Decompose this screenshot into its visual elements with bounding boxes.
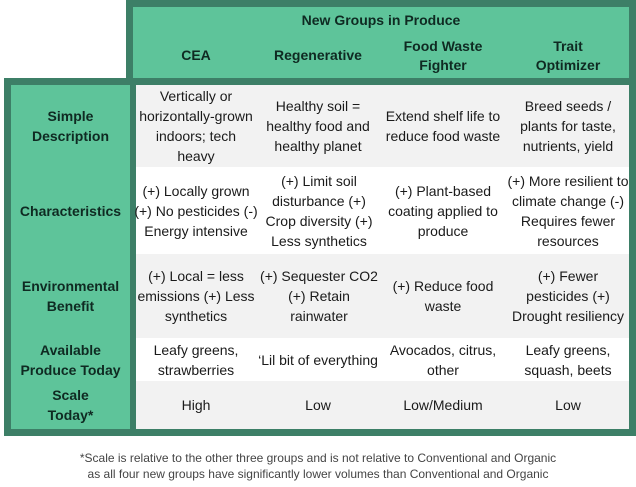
cell-trait-available: Leafy greens, squash, beets [524, 341, 612, 378]
cell-regenerative-scale: Low [305, 397, 331, 413]
column-header-trait-optimizer: Trait Optimizer [508, 33, 628, 78]
cell-trait-environmental: (+) Fewer pesticides (+) Drought resilie… [511, 268, 625, 324]
cell-cea-available: Leafy greens, strawberries [153, 341, 239, 378]
cell-food-waste-environmental: (+) Reduce food waste [392, 278, 494, 314]
row-label-scale-today: Scale Today* [11, 381, 130, 429]
cell-cea-characteristics: (+) Locally grown (+) No pesticides (-) … [134, 182, 258, 239]
cell-trait-scale: Low [555, 397, 581, 413]
row-label-environmental-benefit: Environmental Benefit [11, 254, 130, 338]
row-background-environmental [136, 254, 629, 338]
row-label-available-produce: Available Produce Today [11, 338, 130, 381]
row-label-characteristics: Characteristics [19, 202, 122, 219]
cell-regenerative-environmental: (+) Sequester CO2 (+) Retain rainwater [260, 268, 378, 324]
column-header-label: Food Waste Fighter [403, 37, 483, 73]
cell-cea-environmental: (+) Local = less emissions (+) Less synt… [137, 268, 255, 324]
column-header-regenerative: Regenerative [274, 47, 362, 63]
cell-food-waste-scale: Low/Medium [403, 397, 483, 413]
row-label-text: Environmental Benefit [21, 278, 120, 314]
row-background-available [136, 338, 629, 381]
column-header-food-waste-fighter: Food Waste Fighter [380, 33, 506, 78]
cell-regenerative-available: ‘Lil bit of everything [258, 351, 378, 368]
footnote-line-2: as all four new groups have significantl… [87, 467, 549, 481]
cell-food-waste-characteristics: (+) Plant-based coating applied to produ… [388, 182, 498, 239]
cell-food-waste-available: Avocados, citrus, other [389, 341, 497, 378]
cell-trait-characteristics: (+) More resilient to climate change (-)… [507, 172, 629, 249]
row-background-scale [136, 381, 629, 429]
row-label-text: Simple Description [31, 108, 109, 144]
row-background-description [136, 85, 629, 167]
row-label-column [11, 85, 130, 429]
row-label-text: Available Produce Today [20, 341, 121, 378]
cell-cea-scale: High [181, 397, 211, 413]
cell-cea-description: Vertically or horizontally-grown indoors… [139, 88, 253, 164]
cell-regenerative-description: Healthy soil = healthy food and healthy … [266, 98, 370, 154]
header-band [133, 7, 629, 78]
column-header-label: Trait Optimizer [535, 37, 601, 73]
row-label-simple-description: Simple Description [11, 85, 130, 167]
row-label-text: Scale Today* [47, 387, 94, 423]
footnote-line-1: *Scale is relative to the other three gr… [79, 451, 557, 465]
cell-regenerative-characteristics: (+) Limit soil disturbance (+) Crop dive… [265, 172, 373, 249]
cell-trait-description: Breed seeds / plants for taste, nutrient… [520, 98, 616, 154]
column-header-cea: CEA [181, 47, 211, 63]
table-title: New Groups in Produce [301, 12, 461, 28]
cell-food-waste-description: Extend shelf life to reduce food waste [385, 108, 501, 144]
row-background-characteristics [136, 167, 629, 254]
